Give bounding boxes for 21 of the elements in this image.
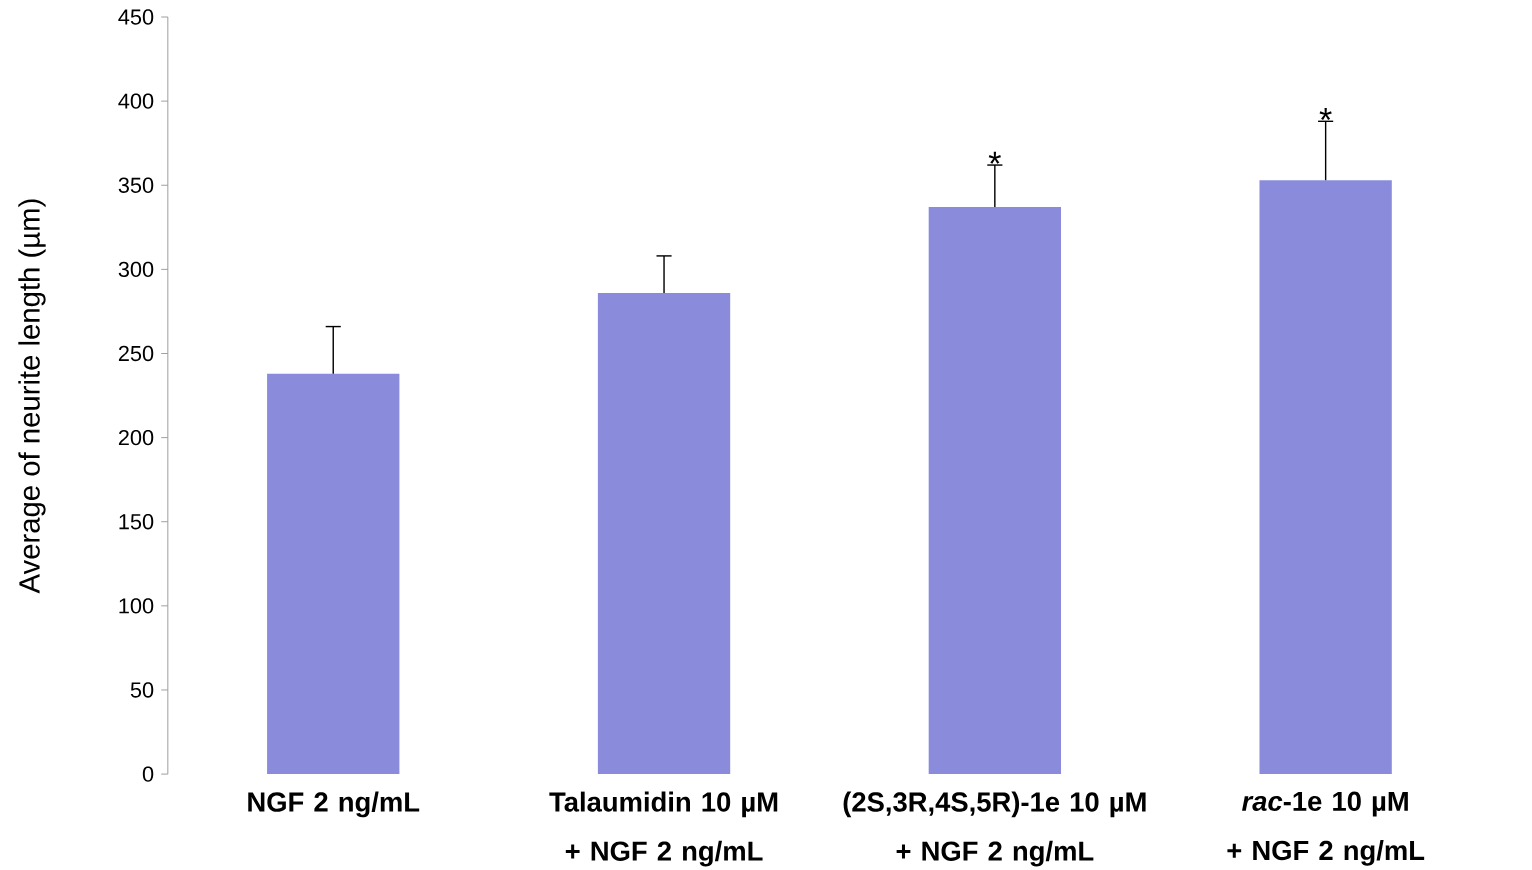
bar <box>928 207 1061 775</box>
bar <box>267 373 400 775</box>
x-tick-label: (2S,3R,4S,5R)-1e 10 µM + NGF 2 ng/mL <box>843 791 1146 867</box>
bar <box>597 293 731 775</box>
x-tick-label: rac-1e 10 µM + NGF 2 ng/mL <box>1227 791 1425 866</box>
bar <box>1259 180 1392 775</box>
y-axis-title: Average of neurite length (µm) <box>18 199 46 594</box>
y-tick-label: 150 <box>119 514 154 530</box>
y-tick-label: 100 <box>119 598 154 614</box>
y-tick-label: 0 <box>142 766 154 782</box>
x-tick-label: Talaumidin 10 µM + NGF 2 ng/mL <box>549 791 778 867</box>
y-tick-label: 200 <box>118 430 154 446</box>
y-tick-label: 450 <box>118 9 154 25</box>
y-tick-label: 350 <box>118 177 154 194</box>
y-tick-label: 300 <box>118 261 154 278</box>
y-tick-label: 50 <box>130 682 154 698</box>
y-tick-label: 400 <box>118 93 154 110</box>
x-tick-label: NGF 2 ng/mL <box>248 791 420 818</box>
y-tick-label: 250 <box>118 346 154 362</box>
annotation: * <box>1319 108 1332 121</box>
annotation: * <box>988 152 1001 165</box>
